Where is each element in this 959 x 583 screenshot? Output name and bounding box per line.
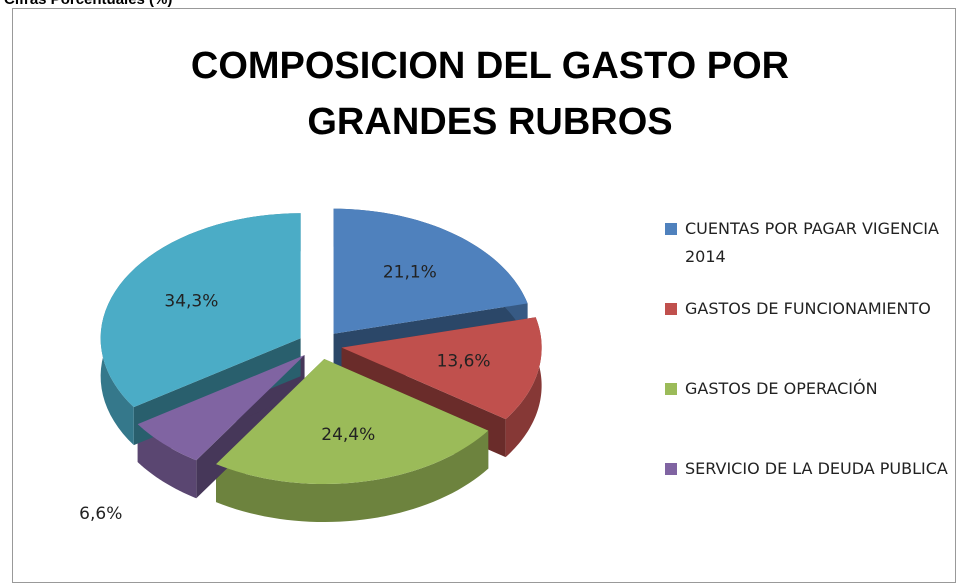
header: Cifras Porcentuales (%): [4, 0, 172, 8]
slice: [100, 213, 301, 408]
legend-swatch: [665, 223, 677, 235]
slice-side: [216, 430, 489, 523]
data-label: 6,6%: [79, 504, 122, 524]
slice: [137, 355, 305, 461]
data-label: 13,6%: [437, 352, 491, 372]
legend-swatch: [665, 463, 677, 475]
slice: [341, 317, 542, 420]
legend-swatch: [665, 303, 677, 315]
legend-label: SERVICIO DE LA DEUDA PUBLICA: [685, 459, 948, 478]
legend-label: GASTOS DE OPERACIÓN: [685, 379, 878, 398]
slice: [333, 208, 528, 334]
slice: [216, 359, 489, 485]
legend-entry: GASTOS DE FUNCIONAMIENTO: [665, 295, 950, 323]
legend-swatch: [665, 383, 677, 395]
slice-side: [505, 317, 542, 458]
legend-entry: GASTOS DE OPERACIÓN: [665, 375, 950, 403]
data-label: 34,3%: [164, 292, 218, 312]
chart-title: COMPOSICION DEL GASTO POR GRANDES RUBROS: [190, 45, 790, 143]
legend-entry: CUENTAS POR PAGAR VIGENCIA 2014: [665, 215, 950, 271]
data-label: 21,1%: [383, 263, 437, 283]
legend-label: GASTOS DE FUNCIONAMIENTO: [685, 299, 931, 318]
data-label: 24,4%: [321, 425, 375, 445]
slice-side: [137, 424, 197, 499]
legend-label: CUENTAS POR PAGAR VIGENCIA 2014: [685, 219, 939, 266]
legend-entry: SERVICIO DE LA DEUDA PUBLICA: [665, 455, 950, 483]
